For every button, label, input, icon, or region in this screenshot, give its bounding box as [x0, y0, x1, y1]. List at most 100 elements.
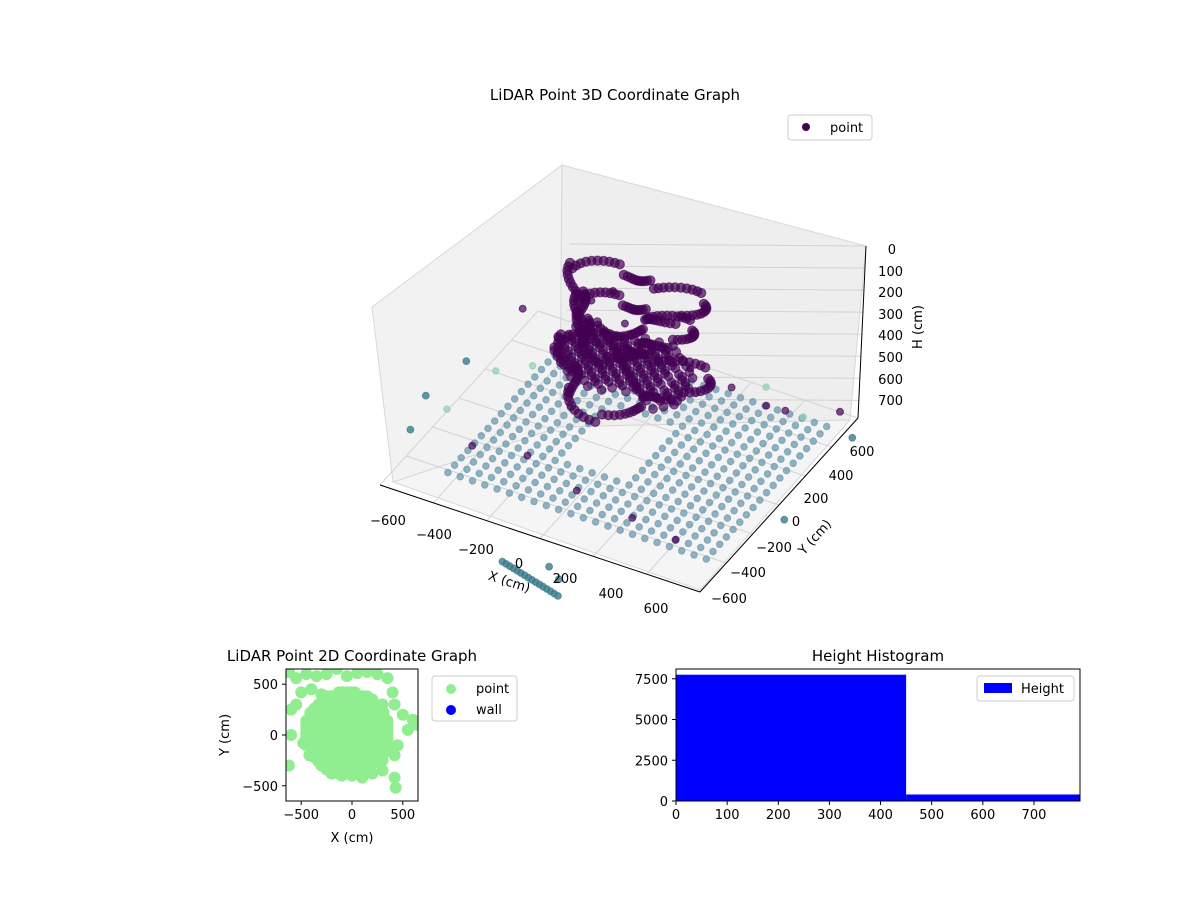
- scatter-3d-point: [488, 454, 497, 463]
- scatter-3d-point: [789, 459, 798, 468]
- z-axis-label-3d: H (cm): [911, 305, 926, 349]
- scatter-3d-point: [508, 432, 517, 441]
- scatter-3d-point: [739, 461, 747, 470]
- scatter-3d-point: [684, 539, 693, 548]
- z-tick-label: 400: [878, 329, 903, 344]
- z-tick-label: 0: [888, 243, 896, 258]
- scatter-3d-point: [464, 446, 472, 455]
- scatter-3d-point: [524, 380, 532, 389]
- scatter-3d-point: [672, 429, 680, 438]
- scatter-3d-point: [637, 324, 649, 335]
- scatter-3d-point: [705, 498, 714, 507]
- y-tick-label: 7500: [635, 673, 668, 688]
- scatter-3d-point: [650, 470, 659, 479]
- scatter-3d-point: [605, 503, 613, 512]
- scatter-3d-point: [689, 445, 698, 454]
- scatter-3d-point: [475, 469, 484, 478]
- legend-2d-point-label: point: [476, 682, 509, 697]
- z-ticks-3d: 0 100 200 300 400 500 600 700: [878, 243, 903, 409]
- scatter-3d-point: [734, 431, 743, 440]
- scatter-3d-point: [701, 468, 709, 477]
- scatter-3d-point: [612, 477, 621, 485]
- scatter-3d-point: [671, 535, 680, 544]
- scatter-3d-point: [802, 444, 811, 453]
- scatter-3d-point: [711, 404, 719, 413]
- scatter-3d-point: [746, 435, 755, 444]
- y-tick-label: −500: [242, 780, 278, 795]
- scatter-3d-point: [611, 496, 620, 504]
- scatter-3d-point: [641, 534, 649, 543]
- scatter-3d-point: [645, 459, 653, 467]
- scatter-3d-point: [705, 393, 714, 401]
- scatter-3d-point: [482, 462, 490, 470]
- y-ticks-3d: −600 −400 −200 0 200 400 600: [711, 445, 874, 607]
- scatter-3d-point: [581, 476, 590, 485]
- scatter-3d-point: [523, 399, 531, 407]
- z-tick-label: 100: [878, 265, 903, 280]
- scatter-3d-point: [667, 505, 676, 513]
- scatter-3d-point: [483, 443, 491, 452]
- y-tick-label: 0: [270, 729, 278, 744]
- scatter-3d-point: [751, 466, 760, 474]
- scatter-3d-point: [628, 513, 637, 522]
- scatter-3d-point: [777, 455, 785, 464]
- plot-3d: LiDAR Point 3D Coordinate Graph −600 −40…: [370, 86, 926, 617]
- scatter-3d-point: [656, 482, 665, 490]
- scatter-3d-point: [779, 417, 787, 426]
- scatter-3d-point: [797, 433, 805, 441]
- x-tick-label: 200: [553, 572, 578, 587]
- scatter-3d-point: [539, 452, 547, 461]
- scatter-3d-point: [673, 516, 682, 525]
- scatter-3d-point: [457, 454, 466, 462]
- legend-hist: Height: [976, 675, 1075, 702]
- scatter-3d-point: [487, 473, 496, 482]
- scatter-2d-point: [330, 669, 343, 675]
- legend-2d-point-marker: [446, 684, 456, 694]
- scatter-3d-point: [766, 413, 775, 422]
- scatter-3d-point: [731, 488, 740, 496]
- scatter-3d-point: [497, 409, 506, 418]
- scatter-3d-point: [687, 483, 696, 491]
- scatter-3d-point: [544, 464, 553, 472]
- scatter-3d-point: [541, 414, 549, 423]
- scatter-2d-point: [300, 669, 313, 681]
- scatter-3d-point: [692, 407, 700, 416]
- scatter-3d-point: [664, 456, 672, 464]
- x-tick-label: 0: [672, 808, 680, 823]
- scatter-3d-points: [406, 255, 857, 600]
- scatter-3d-point: [669, 399, 679, 410]
- scatter-3d-point: [760, 420, 768, 429]
- scatter-3d-point: [726, 457, 735, 466]
- scatter-3d-point: [836, 407, 844, 416]
- legend-2d-wall-marker: [446, 705, 456, 715]
- scatter-3d-point: [663, 474, 671, 483]
- scatter-3d-point: [463, 465, 471, 474]
- plot-2d-title: LiDAR Point 2D Coordinate Graph: [227, 647, 477, 665]
- scatter-3d-point: [704, 517, 713, 526]
- scatter-3d-point: [714, 453, 723, 462]
- scatter-3d-point: [538, 471, 546, 480]
- scatter-3d-point: [809, 437, 818, 446]
- scatter-3d-point: [758, 458, 766, 467]
- scatter-3d-point: [742, 405, 750, 413]
- scatter-3d-point: [653, 538, 661, 547]
- scatter-3d-point: [502, 440, 510, 448]
- scatter-3d-point: [604, 397, 613, 406]
- scatter-3d-point: [781, 406, 790, 415]
- y-tick-label: 0: [792, 515, 800, 530]
- scatter-3d-point: [571, 434, 580, 443]
- y-tick-label: 400: [829, 469, 854, 484]
- scatter-3d-point: [687, 325, 698, 336]
- scatter-3d-point: [641, 410, 650, 418]
- scatter-3d-point: [763, 470, 772, 478]
- scatter-3d-point: [722, 427, 730, 436]
- scatter-3d-point: [691, 426, 699, 435]
- x-tick-label: 600: [970, 808, 995, 823]
- scatter-3d-point: [617, 507, 626, 516]
- y-tick-label: 5000: [635, 714, 668, 729]
- scatter-3d-point: [647, 527, 656, 535]
- x-tick-label: 500: [919, 808, 944, 823]
- scatter-3d-point: [532, 459, 540, 468]
- x-tick-label: 100: [715, 808, 740, 823]
